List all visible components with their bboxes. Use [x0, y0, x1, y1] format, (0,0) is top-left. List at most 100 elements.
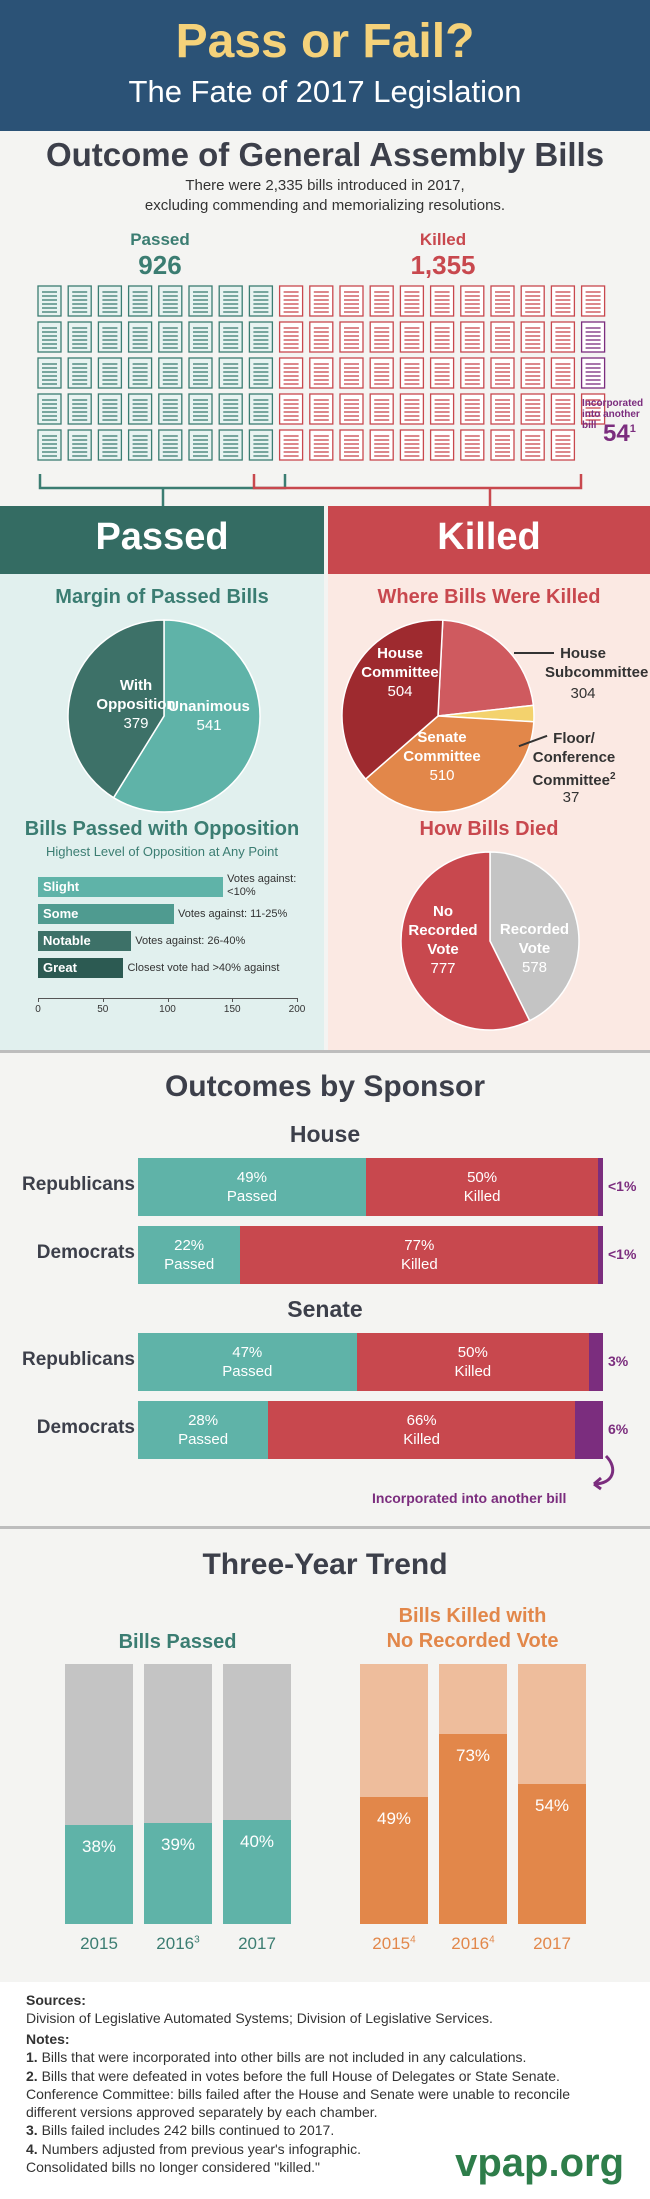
trend-year-label: 20164	[451, 1934, 495, 1953]
outcome-title: Outcome of General Assembly Bills	[45, 136, 605, 173]
sponsor-bar-killed: 50% Killed	[356, 1333, 590, 1391]
pie-label-house-committee: House Committee 504	[361, 645, 439, 700]
house-heading: House	[289, 1121, 361, 1147]
label-house-subcommittee: House Subcommittee	[545, 645, 649, 681]
pie-label-no-recorded-vote: No Recorded Vote 777	[408, 903, 478, 977]
sponsor-bar-incorporated	[575, 1401, 603, 1459]
footer	[0, 1982, 650, 2199]
sponsor-incorporated-value: 6%	[608, 1421, 629, 1437]
outcome-desc-line2: excluding commending and memorializing r…	[144, 197, 506, 214]
killed-bracket	[252, 474, 583, 490]
killed-band	[328, 506, 650, 574]
sponsor-bar-passed: 28% Passed	[138, 1401, 269, 1459]
label-floor-conference: Floor/ Conference Committee2	[532, 730, 616, 789]
opposition-tick-label: 150	[223, 1004, 241, 1015]
sponsor-bar-incorporated	[598, 1158, 603, 1216]
pie-slice-senate-committee	[364, 715, 535, 813]
sponsor-incorporated-value: <1%	[608, 1178, 637, 1194]
incorporated-note: 1	[629, 423, 636, 435]
opposition-tick-label: 100	[159, 1004, 176, 1015]
opposition-tick-mark	[297, 998, 298, 1002]
pie-slice-with-opposition	[67, 619, 165, 799]
trend-year-label: 2017	[238, 1934, 276, 1953]
sponsor-bar-killed: 66% Killed	[268, 1401, 576, 1459]
sponsor-party-label: Republicans	[22, 1174, 135, 1195]
sponsor-bar-passed: 22% Passed	[138, 1226, 241, 1284]
opposition-bar-note: Votes against: <10%	[227, 873, 297, 898]
note-2: 2. Bills that were defeated in votes bef…	[26, 2068, 560, 2084]
opposition-title: Bills Passed with Opposition	[24, 818, 300, 840]
trend-killed-title: Bills Killed with No Recorded Vote	[386, 1605, 559, 1652]
note-2c: different versions approved separately b…	[26, 2104, 378, 2120]
bill-document-grid	[37, 285, 606, 506]
pie-label-unanimous: Unanimous 541	[168, 698, 250, 734]
note-4: 4. Numbers adjusted from previous year's…	[26, 2141, 361, 2157]
section-divider-1	[0, 1050, 650, 1053]
section-divider-2	[0, 1526, 650, 1529]
how-died-pie	[400, 851, 580, 1031]
opposition-bar-note: Votes against: 11-25%	[177, 908, 288, 920]
pie-label-senate-committee: Senate Committee 510	[403, 729, 481, 784]
note-4b: Consolidated bills no longer considered …	[26, 2159, 320, 2175]
sponsor-bar-passed: 47% Passed	[138, 1333, 357, 1391]
opposition-tick-label: 0	[35, 1004, 41, 1015]
sponsor-party-label: Republicans	[22, 1349, 135, 1370]
sponsor-bar-incorporated	[589, 1333, 603, 1391]
incorporated-legend: Incorporated into another bill	[372, 1490, 567, 1506]
leader-line-subcommittee	[514, 652, 554, 654]
trend-bar: 40%	[223, 1820, 291, 1924]
opposition-bar: Great	[38, 958, 124, 978]
opposition-subtitle: Highest Level of Opposition at Any Point	[46, 844, 278, 859]
sponsor-title: Outcomes by Sponsor	[164, 1070, 486, 1103]
trend-bar: 54%	[518, 1783, 586, 1924]
senate-heading: Senate	[287, 1296, 363, 1322]
opposition-bar: Slight	[38, 877, 224, 897]
margin-title: Margin of Passed Bills	[55, 586, 269, 608]
note-1: 1. Bills that were incorporated into oth…	[26, 2049, 527, 2065]
opposition-tick-label: 50	[97, 1004, 109, 1015]
trend-year-label: 20163	[156, 1934, 200, 1953]
opposition-tick-label: 200	[288, 1004, 306, 1015]
passed-band-title: Passed	[95, 516, 229, 558]
pie-label-recorded-vote: Recorded Vote 578	[499, 921, 570, 976]
sponsor-incorporated-value: 3%	[608, 1353, 629, 1369]
trend-year-label: 2017	[533, 1934, 571, 1953]
opposition-bar-note: Votes against: 26-40%	[135, 935, 246, 947]
trend-bar: 49%	[360, 1796, 428, 1924]
killed-count-value: 1,355	[410, 250, 476, 280]
passed-bracket	[38, 474, 287, 490]
brand-logo[interactable]: vpap.org	[455, 2141, 624, 2185]
curved-arrow-icon	[593, 1454, 615, 1491]
pie-slice-no-recorded-vote	[400, 851, 531, 1031]
trend-bar: 38%	[65, 1825, 133, 1924]
sources-label: Sources:	[26, 1992, 86, 2008]
trend-passed-title: Bills Passed	[118, 1631, 237, 1653]
incorporated-count: 541	[603, 420, 636, 448]
pie-slice-unanimous	[112, 619, 261, 813]
opposition-bar-note: Closest vote had >40% against	[127, 962, 280, 974]
sponsor-bar-killed: 77% Killed	[240, 1226, 599, 1284]
opposition-tick-mark	[167, 998, 169, 1002]
sponsor-incorporated-value: <1%	[608, 1246, 637, 1262]
passed-count: Passed 926	[110, 230, 210, 281]
opposition-tick-mark	[38, 998, 39, 1002]
trend-year-label: 20154	[372, 1934, 416, 1953]
header-banner	[0, 0, 650, 131]
incorporated-label: Incorporated into another bill	[582, 398, 644, 431]
where-killed-title: Where Bills Were Killed	[377, 586, 601, 608]
sources-text: Division of Legislative Automated System…	[26, 2010, 493, 2026]
pie-label-with-opposition: With Opposition 379	[96, 677, 176, 732]
pie-slice-house-committee	[341, 619, 444, 781]
sponsor-party-label: Democrats	[36, 1417, 135, 1438]
opposition-tick-mark	[232, 998, 234, 1002]
opposition-bar: Some	[38, 904, 174, 924]
pie-slice-house-subcommittee	[437, 619, 535, 717]
how-died-title: How Bills Died	[419, 818, 559, 840]
sponsor-bar-incorporated	[598, 1226, 603, 1284]
sponsor-party-label: Democrats	[36, 1242, 135, 1263]
value-house-subcommittee: 304	[570, 685, 596, 702]
incorporated-count-value: 54	[603, 420, 630, 447]
killed-band-title: Killed	[437, 516, 541, 558]
opposition-tick-mark	[102, 998, 104, 1002]
note-2b: Conference Committee: bills failed after…	[26, 2086, 570, 2102]
